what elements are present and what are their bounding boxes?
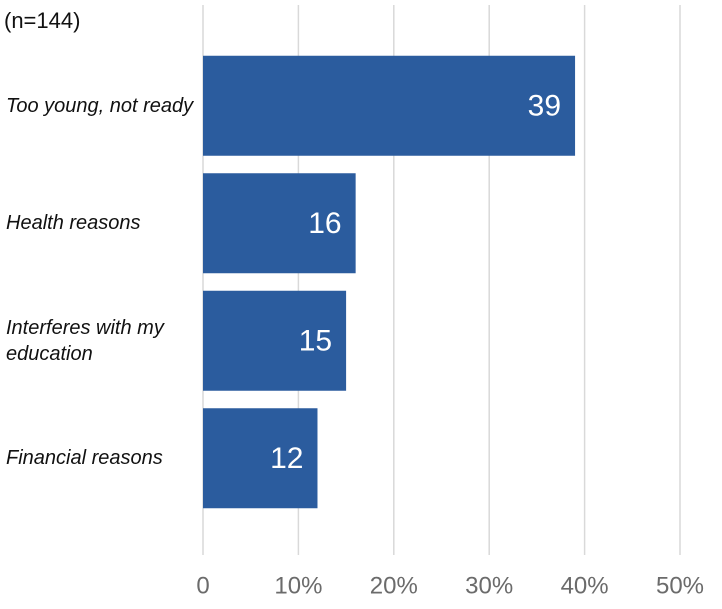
bar (203, 173, 356, 274)
data-label: 39 (528, 90, 561, 123)
bar (203, 55, 576, 156)
y-tick-label: Too young, not ready (6, 94, 194, 117)
y-tick-label: Health reasons (6, 212, 141, 235)
subtitle: (n=144) (4, 8, 81, 33)
data-label: 15 (299, 325, 332, 358)
x-tick-label: 40% (561, 572, 609, 599)
x-tick-label: 30% (465, 572, 513, 599)
y-tick-label: Financial reasons (6, 447, 163, 470)
x-tick-label: 20% (370, 572, 418, 599)
x-tick-label: 50% (656, 572, 704, 599)
x-tick-label: 0 (196, 572, 209, 599)
data-label: 12 (270, 442, 303, 475)
data-label: 16 (308, 207, 341, 240)
x-tick-label: 10% (274, 572, 322, 599)
bar (203, 290, 347, 391)
bar (203, 408, 318, 509)
y-tick-label: Interferes with my education (6, 316, 164, 365)
